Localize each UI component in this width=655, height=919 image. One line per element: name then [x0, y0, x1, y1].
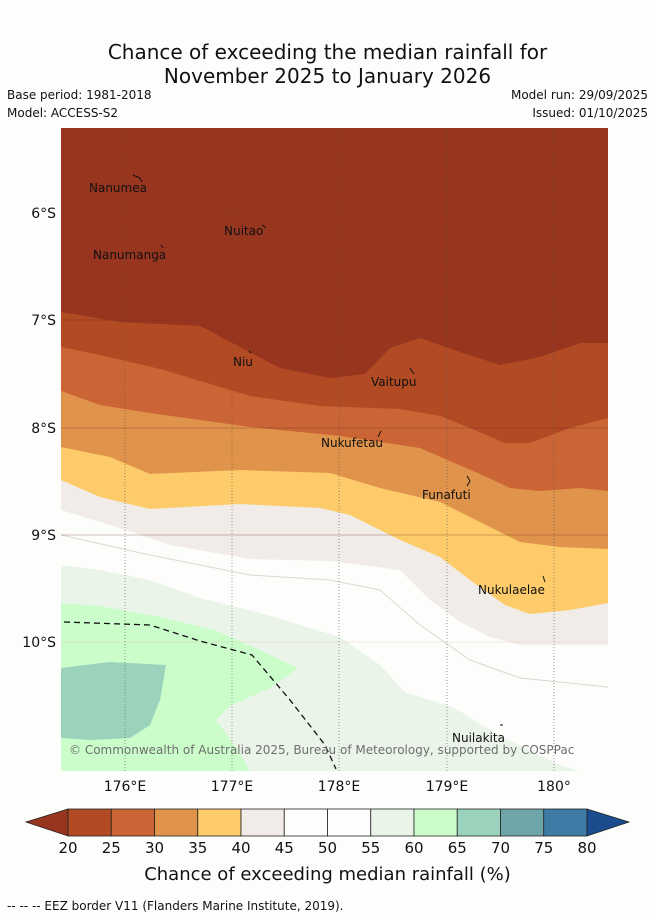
probability-contours [61, 128, 608, 771]
map-title: Chance of exceeding the median rainfall … [0, 40, 655, 88]
place-nuitao: Nuitao [224, 224, 263, 238]
place-funafuti: Funafuti [422, 488, 471, 502]
longitude-labels: 176°E 177°E 178°E 179°E 180° [104, 779, 571, 795]
colorbar-tick-label: 40 [231, 839, 250, 857]
band-65-70 [61, 662, 166, 740]
colorbar-cell [370, 808, 415, 837]
place-nanumea: Nanumea [89, 181, 147, 195]
island-outlines [132, 174, 546, 726]
lat-label-7s: 7°S [31, 313, 56, 329]
colorbar-tick-label: 70 [491, 839, 510, 857]
colorbar-cell [67, 808, 112, 837]
place-nukulaelae: Nukulaelae [478, 583, 545, 597]
colorbar-cell [456, 808, 501, 837]
place-labels: Nanumea Nuitao Nanumanga Niu Vaitupu Nuk… [89, 181, 545, 745]
colorbar-tick-label: 35 [188, 839, 207, 857]
title-line-1: Chance of exceeding the median rainfall … [107, 40, 548, 64]
colorbar-cell [413, 808, 458, 837]
lon-label-178e: 178°E [318, 779, 361, 795]
colorbar-cells [67, 808, 588, 837]
colorbar-cell [327, 808, 372, 837]
model-run: Model run: 29/09/2025 [510, 88, 648, 102]
place-nanumanga: Nanumanga [93, 248, 166, 262]
base-period: Base period: 1981-2018 [7, 88, 152, 102]
model-name: Model: ACCESS-S2 [7, 106, 119, 120]
colorbar-cell [110, 808, 155, 837]
colorbar-tick-label: 25 [102, 839, 121, 857]
colorbar-cell [240, 808, 285, 837]
colorbar-over-arrow [586, 808, 631, 837]
eez-footnote: -- -- -- EEZ border V11 (Flanders Marine… [7, 899, 344, 913]
title-line-2: November 2025 to January 2026 [163, 64, 492, 88]
issued-date: Issued: 01/10/2025 [532, 106, 648, 120]
lon-label-177e: 177°E [211, 779, 254, 795]
place-nuilakita: Nuilakita [452, 731, 505, 745]
lon-label-176e: 176°E [104, 779, 147, 795]
colorbar: 20 25 30 35 40 45 50 55 60 65 70 75 80 [24, 808, 631, 857]
colorbar-tick-label: 75 [534, 839, 553, 857]
lat-label-8s: 8°S [31, 421, 56, 437]
colorbar-tick-label: 80 [577, 839, 596, 857]
colorbar-label: Chance of exceeding median rainfall (%) [144, 864, 511, 885]
colorbar-cell [197, 808, 242, 837]
lat-label-10s: 10°S [22, 635, 56, 651]
colorbar-cell [154, 808, 199, 837]
place-nukufetau: Nukufetau [321, 436, 383, 450]
colorbar-tick-label: 60 [404, 839, 423, 857]
colorbar-ticks: 20 25 30 35 40 45 50 55 60 65 70 75 80 [58, 839, 596, 857]
copyright-notice: © Commonwealth of Australia 2025, Bureau… [69, 743, 574, 757]
contour-line-50 [61, 534, 608, 688]
lon-label-180: 180° [537, 779, 571, 795]
place-niu: Niu [233, 355, 253, 369]
colorbar-tick-label: 45 [275, 839, 294, 857]
colorbar-tick-label: 65 [448, 839, 467, 857]
colorbar-cell [543, 808, 588, 837]
lon-label-179e: 179°E [426, 779, 469, 795]
colorbar-tick-label: 20 [58, 839, 77, 857]
colorbar-tick-label: 55 [361, 839, 380, 857]
place-vaitupu: Vaitupu [371, 375, 417, 389]
colorbar-cell [500, 808, 545, 837]
lat-label-9s: 9°S [31, 528, 56, 544]
colorbar-under-arrow [24, 808, 69, 837]
lat-label-6s: 6°S [31, 206, 56, 222]
latitude-labels: 6°S 7°S 8°S 9°S 10°S [22, 206, 56, 651]
latitude-lines [61, 212, 608, 643]
eez-border [63, 621, 337, 770]
colorbar-tick-label: 50 [318, 839, 337, 857]
graticule [124, 128, 555, 771]
colorbar-cell [283, 808, 328, 837]
colorbar-tick-label: 30 [145, 839, 164, 857]
